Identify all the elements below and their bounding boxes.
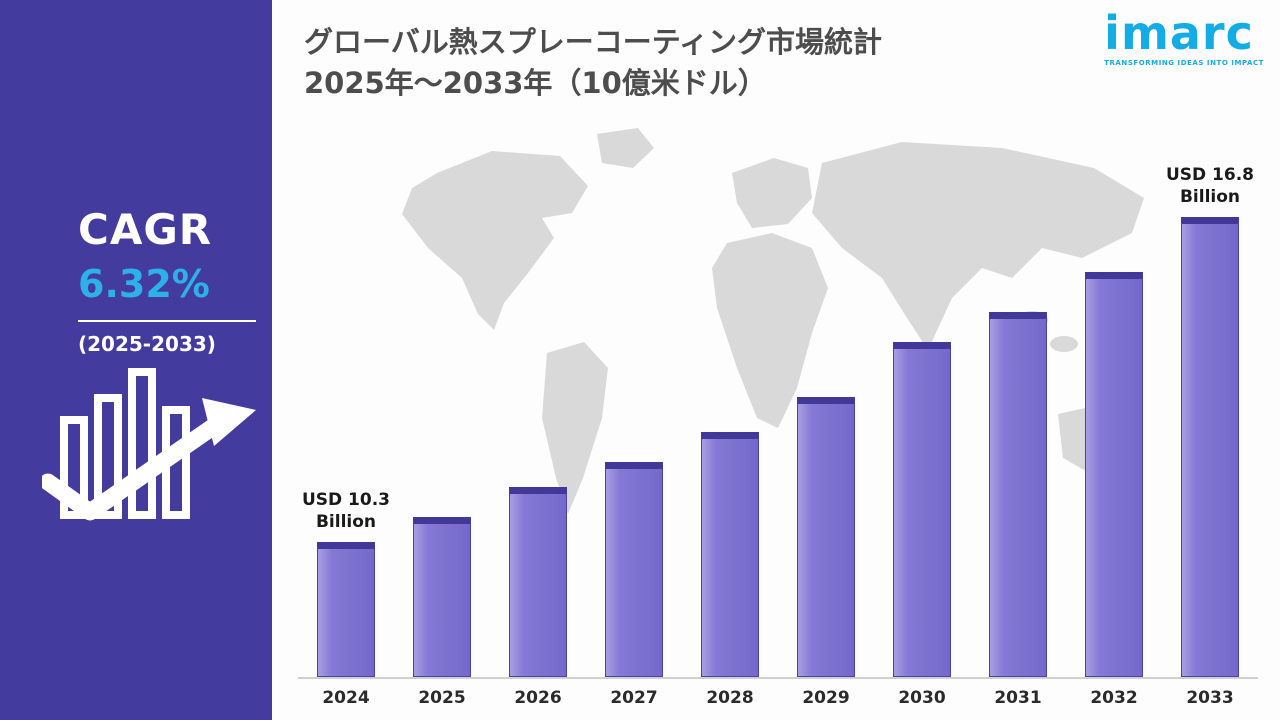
- labels-row: 2024 2025 2026 2027 2028 2029 2030 2031 2032 2033: [298, 677, 1258, 708]
- bar-2033: [1181, 217, 1239, 677]
- chart-title: グローバル熱スプレーコーティング市場統計 2025年～2033年（10億米ドル）: [304, 22, 882, 103]
- bar-2028: [701, 432, 759, 677]
- cagr-period: (2025-2033): [78, 332, 216, 356]
- world-map-background: [402, 128, 1144, 514]
- bar-2024: [317, 542, 375, 677]
- bar-value-label-2033: USD 16.8 Billion: [1165, 164, 1255, 207]
- bar-2026: [509, 487, 567, 677]
- x-axis-label-2024: 2024: [322, 688, 370, 708]
- cagr-label: CAGR: [78, 205, 213, 254]
- imarc-logo-tagline: TRANSFORMING IDEAS INTO IMPACT: [1104, 59, 1264, 67]
- x-axis-label-2029: 2029: [802, 688, 850, 708]
- imarc-logo: imarc TRANSFORMING IDEAS INTO IMPACT: [1104, 10, 1264, 67]
- chart-area: グローバル熱スプレーコーティング市場統計 2025年～2033年（10億米ドル）…: [272, 0, 1280, 720]
- growth-chart-arrow-icon: [42, 368, 256, 521]
- x-axis-label-2031: 2031: [994, 688, 1042, 708]
- bar-column-2031: [970, 312, 1066, 677]
- bar-column-2025: [394, 517, 490, 677]
- bars-row: USD 10.3 Billion USD 16.8 Billion: [298, 164, 1258, 677]
- cagr-divider: [78, 320, 256, 322]
- x-axis-label-2025: 2025: [418, 688, 466, 708]
- bar-column-2032: [1066, 272, 1162, 677]
- chart-title-line1: グローバル熱スプレーコーティング市場統計: [304, 25, 882, 59]
- x-axis-label-2026: 2026: [514, 688, 562, 708]
- x-axis-label-2030: 2030: [898, 688, 946, 708]
- bar-2032: [1085, 272, 1143, 677]
- bar-column-2030: [874, 342, 970, 677]
- x-axis-label-2027: 2027: [610, 688, 658, 708]
- x-axis-label-2033: 2033: [1186, 688, 1234, 708]
- bar-2030: [893, 342, 951, 677]
- cagr-value: 6.32%: [78, 262, 210, 306]
- bar-column-2028: [682, 432, 778, 677]
- bar-column-2027: [586, 462, 682, 677]
- sidebar-panel: CAGR 6.32% (2025-2033): [0, 0, 272, 720]
- bar-column-2026: [490, 487, 586, 677]
- cagr-block: CAGR 6.32% (2025-2033): [78, 205, 268, 356]
- chart-title-line2: 2025年～2033年（10億米ドル）: [304, 65, 767, 100]
- bar-value-label-2024: USD 10.3 Billion: [301, 489, 391, 532]
- bar-2027: [605, 462, 663, 677]
- bar-column-2033: USD 16.8 Billion: [1162, 164, 1258, 677]
- bar-chart: USD 10.3 Billion USD 16.8 Billion 2024 2025 2…: [298, 164, 1258, 708]
- x-axis-label-2028: 2028: [706, 688, 754, 708]
- bar-2025: [413, 517, 471, 677]
- bar-column-2024: USD 10.3 Billion: [298, 489, 394, 677]
- bar-column-2029: [778, 397, 874, 677]
- imarc-logo-text: imarc: [1104, 6, 1254, 60]
- x-axis-label-2032: 2032: [1090, 688, 1138, 708]
- bar-2031: [989, 312, 1047, 677]
- bar-2029: [797, 397, 855, 677]
